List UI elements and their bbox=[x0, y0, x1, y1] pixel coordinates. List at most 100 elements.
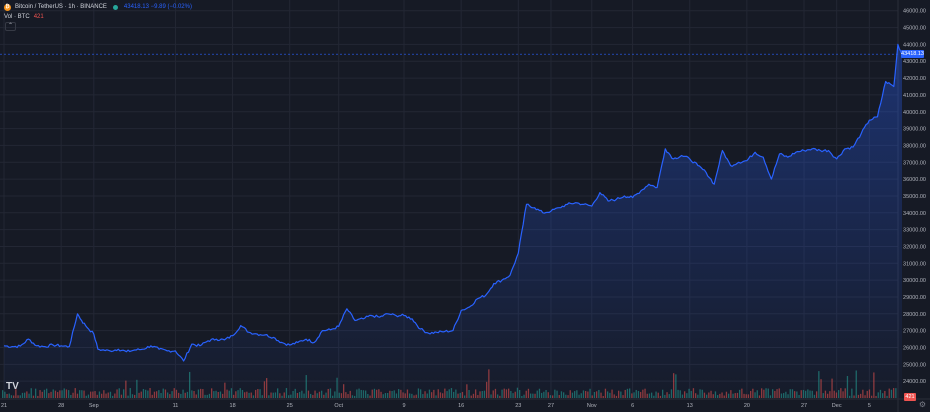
volume-bar bbox=[332, 395, 334, 398]
volume-bar bbox=[890, 389, 893, 398]
volume-bar bbox=[492, 390, 494, 398]
volume-bar bbox=[494, 388, 497, 398]
y-tick-label: 36000.00 bbox=[903, 177, 926, 183]
volume-bar bbox=[613, 394, 615, 398]
volume-bar bbox=[567, 395, 569, 398]
volume-bar bbox=[43, 389, 46, 398]
volume-bar bbox=[884, 390, 886, 398]
volume-bar bbox=[800, 390, 802, 398]
volume-bar bbox=[208, 393, 211, 398]
volume-bar bbox=[343, 384, 345, 398]
volume-bar bbox=[783, 393, 785, 398]
volume-bar bbox=[820, 379, 822, 398]
volume-bar bbox=[879, 389, 882, 398]
volume-bar bbox=[589, 388, 591, 398]
last-price-tag: 43418.13 bbox=[901, 50, 924, 59]
x-tick-label: 16 bbox=[458, 403, 464, 409]
volume-bar bbox=[178, 392, 180, 398]
volume-bar bbox=[145, 389, 147, 398]
volume-bar bbox=[433, 389, 435, 398]
volume-bar bbox=[565, 394, 567, 398]
volume-bar bbox=[116, 389, 118, 398]
volume-bar bbox=[846, 376, 849, 398]
volume-legend[interactable]: Vol · BTC 421 bbox=[4, 13, 44, 22]
price-area-fill bbox=[4, 44, 902, 399]
volume-bar bbox=[125, 380, 127, 398]
volume-bar bbox=[758, 395, 761, 398]
volume-bar bbox=[136, 379, 138, 398]
x-tick-label: 18 bbox=[230, 403, 236, 409]
volume-bar bbox=[673, 373, 675, 398]
volume-bar bbox=[556, 390, 558, 398]
volume-bar bbox=[180, 393, 182, 398]
volume-bar bbox=[57, 392, 59, 398]
volume-bar bbox=[283, 392, 285, 398]
volume-bar bbox=[490, 394, 492, 398]
volume-bar bbox=[233, 394, 235, 398]
last-quote: 43418.13 −9.89 (−0.02%) bbox=[123, 4, 192, 10]
volume-bar bbox=[184, 392, 186, 398]
volume-bar bbox=[453, 391, 455, 398]
volume-bar bbox=[833, 390, 835, 398]
volume-bar bbox=[596, 391, 598, 398]
volume-bar bbox=[30, 388, 32, 398]
volume-bar bbox=[807, 389, 809, 398]
volume-bar bbox=[857, 394, 860, 398]
volume-bar bbox=[171, 391, 173, 398]
volume-bar bbox=[477, 395, 479, 398]
volume-bar bbox=[439, 392, 442, 398]
volume-bar bbox=[809, 390, 811, 398]
volume-bar bbox=[842, 391, 844, 398]
volume-bar bbox=[706, 394, 708, 398]
volume-bar bbox=[618, 390, 620, 398]
volume-bar bbox=[83, 390, 85, 398]
volume-bar bbox=[585, 390, 587, 398]
volume-bar bbox=[72, 392, 74, 398]
y-tick-label: 35000.00 bbox=[903, 194, 926, 200]
tradingview-logo[interactable]: TV bbox=[6, 381, 19, 392]
volume-bar bbox=[488, 369, 490, 398]
volume-bar bbox=[866, 390, 868, 398]
volume-bar bbox=[263, 381, 266, 398]
volume-bar bbox=[882, 393, 884, 398]
volume-bar bbox=[633, 392, 635, 398]
volume-bar bbox=[805, 390, 807, 398]
volume-bar bbox=[228, 390, 230, 398]
gear-icon[interactable]: ⚙ bbox=[918, 400, 926, 409]
volume-bar bbox=[70, 394, 72, 398]
volume-bar bbox=[780, 393, 783, 398]
volume-bar bbox=[312, 395, 314, 398]
volume-bar bbox=[8, 393, 10, 398]
volume-bar bbox=[604, 388, 607, 398]
volume-bar bbox=[290, 394, 292, 398]
volume-bar bbox=[321, 390, 323, 398]
volume-bar bbox=[197, 389, 200, 398]
volume-bar bbox=[219, 391, 222, 398]
volume-bar bbox=[281, 395, 283, 398]
volume-bar bbox=[811, 390, 813, 398]
volume-bar bbox=[248, 392, 250, 398]
volume-bar bbox=[470, 395, 472, 398]
volume-bar bbox=[272, 392, 274, 398]
volume-bar bbox=[294, 388, 296, 398]
volume-bar bbox=[728, 393, 730, 398]
volume-bar bbox=[563, 392, 565, 398]
volume-bar bbox=[147, 390, 149, 398]
symbol-title[interactable]: Bitcoin / TetherUS · 1h · BINANCE bbox=[15, 4, 107, 10]
volume-bar bbox=[48, 393, 50, 398]
collapse-legend-button[interactable]: ⌃ bbox=[5, 22, 16, 31]
volume-bar bbox=[774, 390, 776, 398]
volume-bar bbox=[270, 392, 272, 398]
volume-bar bbox=[472, 393, 475, 398]
volume-bar bbox=[668, 394, 670, 398]
volume-bar bbox=[521, 395, 523, 398]
volume-bar bbox=[741, 388, 743, 398]
volume-bar bbox=[285, 388, 288, 398]
volume-label: Vol · BTC bbox=[4, 14, 30, 20]
volume-bar bbox=[345, 392, 347, 398]
volume-bar bbox=[798, 394, 800, 398]
volume-bar bbox=[360, 389, 362, 398]
volume-bar bbox=[296, 393, 299, 398]
